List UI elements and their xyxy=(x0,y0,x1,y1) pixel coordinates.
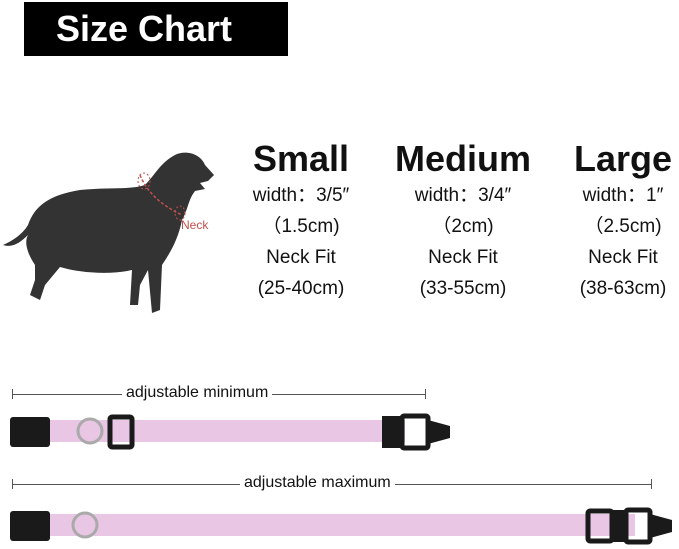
fit-label: Neck Fit xyxy=(588,247,658,268)
size-name: Small xyxy=(252,138,350,179)
width-cm: （2cm) xyxy=(432,216,494,237)
size-small: Small width：3/5″ （1.5cm) Neck Fit (25-40… xyxy=(246,138,356,304)
width-cm: （1.5cm) xyxy=(262,216,340,237)
fit-label: Neck Fit xyxy=(428,247,498,268)
dog-silhouette-icon xyxy=(3,152,214,313)
size-large: Large width：1″ （2.5cm) Neck Fit (38-63cm… xyxy=(568,138,678,304)
dimension-tick xyxy=(651,479,652,489)
fit-label: Neck Fit xyxy=(266,247,336,268)
size-name: Medium xyxy=(394,138,531,179)
width: width：3/5″ xyxy=(252,185,350,206)
size-name: Large xyxy=(573,138,673,179)
fit: (38-63cm) xyxy=(579,278,667,299)
neck-label: Neck xyxy=(181,218,209,232)
collar-max-image xyxy=(10,507,672,545)
fit: (33-55cm) xyxy=(419,278,507,299)
width: width：3/4″ xyxy=(414,185,512,206)
dimension-tick xyxy=(12,479,13,489)
dimension-tick xyxy=(12,389,13,399)
size-medium: Medium width：3/4″ （2cm) Neck Fit (33-55c… xyxy=(388,138,538,304)
width-cm: （2.5cm) xyxy=(584,216,662,237)
title-banner: Size Chart xyxy=(24,2,288,56)
collar-min-image xyxy=(10,413,450,451)
min-label: adjustable minimum xyxy=(122,384,273,402)
fit: (25-40cm) xyxy=(257,278,345,299)
dimension-tick xyxy=(425,389,426,399)
width: width：1″ xyxy=(582,185,664,206)
max-label: adjustable maximum xyxy=(240,474,395,492)
